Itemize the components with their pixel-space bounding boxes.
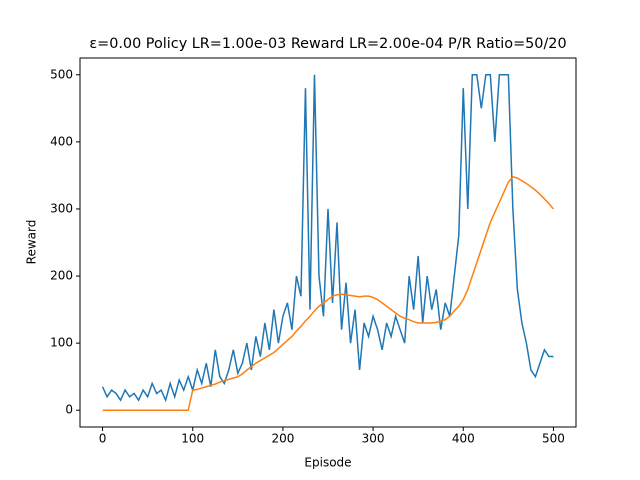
y-tick-label: 100 <box>50 336 73 350</box>
y-tick-label: 500 <box>50 67 73 81</box>
x-tick-label: 300 <box>362 432 385 446</box>
x-tick-label: 0 <box>99 432 107 446</box>
chart-title: ε=0.00 Policy LR=1.00e-03 Reward LR=2.00… <box>89 36 566 52</box>
y-axis-label: Reward <box>25 220 39 265</box>
y-tick-label: 400 <box>50 134 73 148</box>
y-tick-label: 0 <box>65 403 73 417</box>
y-tick-label: 200 <box>50 269 73 283</box>
data-line <box>101 74 554 403</box>
data-line <box>102 175 555 411</box>
plot-frame <box>79 57 577 428</box>
x-tick-label: 500 <box>542 432 565 446</box>
x-tick-label: 100 <box>181 432 204 446</box>
x-tick-label: 200 <box>271 432 294 446</box>
x-axis-label: Episode <box>304 456 351 470</box>
y-tick-label: 300 <box>50 201 73 215</box>
x-tick-label: 400 <box>452 432 475 446</box>
